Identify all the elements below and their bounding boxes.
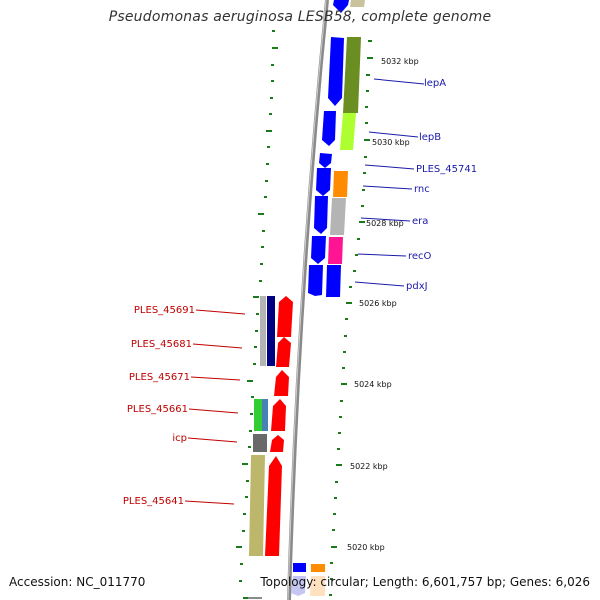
block-bottom-peach: [310, 576, 325, 596]
tick-label: 5028 kbp: [366, 219, 404, 228]
block-ples45661-green: [254, 399, 262, 431]
inner-tick-ring-left: [236, 30, 278, 599]
tick-label: 5026 kbp: [359, 299, 397, 308]
gene-label-ples45691: PLES_45691: [134, 305, 195, 316]
gene-ples45741-blue: [319, 153, 332, 168]
tick-label: 5030 kbp: [372, 138, 410, 147]
tick-label: 5022 kbp: [350, 462, 388, 471]
leader-lines-right: [354, 78, 425, 287]
block-icp-darkgrey: [253, 434, 267, 452]
block-rnc-orange: [333, 171, 348, 197]
gene-lepA-blue: [328, 37, 344, 106]
category-blocks-right: [328, 0, 365, 264]
accession-text: Accession: NC_011770: [9, 575, 146, 589]
kbp-tick-labels: 5032 kbp 5030 kbp 5028 kbp 5026 kbp 5024…: [347, 57, 419, 552]
gene-ples45691-red: [277, 296, 293, 337]
gene-label-ples45741: PLES_45741: [416, 164, 477, 175]
block-ples45691-grey: [260, 296, 266, 366]
gene-label-rnc: rnc: [414, 184, 430, 195]
block-lepA-olive: [343, 37, 361, 113]
block-ples45691-navy: [267, 296, 275, 366]
block-era-grey: [330, 198, 346, 235]
block-ples45641-tan: [249, 455, 265, 556]
gene-lepB-blue: [322, 111, 336, 146]
gene-label-lepB: lepB: [419, 132, 441, 143]
block-bottom-line: [248, 597, 262, 599]
block-bottom-orange: [311, 564, 325, 572]
gene-pdxJ-blue-2: [326, 265, 341, 297]
gene-label-ples45641: PLES_45641: [123, 496, 184, 507]
gene-label-icp: icp: [172, 433, 187, 444]
gene-rnc-blue: [316, 168, 331, 196]
topology-text: Topology: circular; Length: 6,601,757 bp…: [260, 575, 590, 589]
block-lepB-lime: [340, 113, 356, 150]
block-ples45661-blue: [262, 399, 268, 431]
gene-icp-red: [270, 435, 284, 452]
page-title: Pseudomonas aeruginosa LESB58, complete …: [108, 9, 492, 25]
gene-recO-blue: [311, 236, 326, 264]
block-bottom-blue: [293, 563, 306, 572]
gene-labels-right: lepA lepB PLES_45741 rnc era recO pdxJ: [406, 78, 477, 292]
gene-blue-top: [333, 0, 349, 13]
block-recO-magenta: [328, 237, 343, 264]
gene-ples45641-red: [265, 456, 282, 556]
gene-label-lepA: lepA: [424, 78, 446, 89]
leader-lines-left: [184, 309, 246, 505]
forward-strand-genes: [265, 296, 293, 556]
block-top-tan: [350, 0, 365, 7]
gene-ples45681-red: [276, 337, 291, 367]
gene-label-ples45681: PLES_45681: [131, 339, 192, 350]
tick-label: 5032 kbp: [381, 57, 419, 66]
category-blocks-left: [249, 296, 275, 556]
gene-ples45661-red: [271, 399, 286, 431]
gene-label-ples45661: PLES_45661: [127, 404, 188, 415]
outer-tick-ring-right: [329, 40, 373, 596]
tick-label: 5024 kbp: [354, 380, 392, 389]
gene-pdxJ-blue: [308, 265, 323, 296]
reverse-strand-genes: [308, 0, 349, 297]
gene-ples45671-red: [274, 370, 289, 396]
gene-era-blue: [314, 196, 328, 234]
gene-label-pdxJ: pdxJ: [406, 281, 428, 292]
genome-backbone: [287, 0, 329, 600]
block-bottom-lavender: [291, 576, 306, 596]
bottom-fragments: [248, 563, 325, 599]
gene-label-era: era: [412, 216, 428, 227]
gene-label-ples45671: PLES_45671: [129, 372, 190, 383]
gene-labels-left: PLES_45691 PLES_45681 PLES_45671 PLES_45…: [123, 305, 195, 507]
tick-label: 5020 kbp: [347, 543, 385, 552]
gene-label-recO: recO: [408, 251, 432, 262]
genome-backbone-highlight: [287, 0, 327, 600]
